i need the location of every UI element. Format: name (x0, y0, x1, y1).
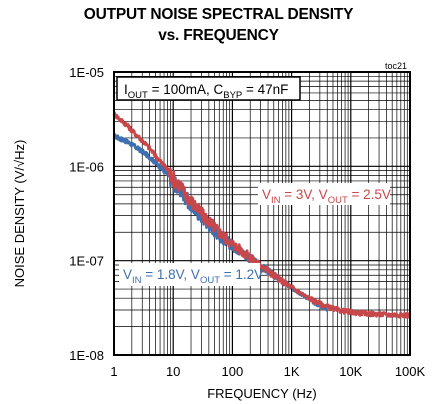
x-tick-label: 1 (110, 364, 117, 379)
cond-main: I (124, 82, 128, 97)
svg-text:VIN = 1.8V, VOUT = 1.2V: VIN = 1.8V, VOUT = 1.2V (123, 267, 263, 286)
y-axis-label: NOISE DENSITY (V/√Hz) (12, 140, 27, 288)
series-label-vin-1p8v: VIN = 1.8V, VOUT = 1.2V (119, 263, 263, 286)
svg-text:IOUT = 100mA, CBYP = 47nF: IOUT = 100mA, CBYP = 47nF (124, 82, 288, 101)
cond-mid: = 100mA, C (148, 82, 224, 97)
figure-id: toc21 (385, 61, 407, 71)
y-tick-label: 1E-06 (69, 159, 104, 174)
series-line (112, 111, 412, 319)
svg-text:VIN = 3V, VOUT = 2.5V: VIN = 3V, VOUT = 2.5V (262, 187, 391, 206)
red-v1: V (262, 187, 271, 202)
blue-m: = 1.8V, V (142, 267, 200, 282)
cond-sub2: BYP (223, 90, 242, 101)
x-tick-label: 100K (395, 364, 426, 379)
x-axis-label: FREQUENCY (Hz) (207, 386, 317, 401)
red-m: = 3V, V (281, 187, 328, 202)
y-tick-label: 1E-05 (69, 65, 104, 80)
x-tick-label: 10 (166, 364, 180, 379)
plot-frame (113, 71, 411, 356)
cond-tail: = 47nF (242, 82, 288, 97)
blue-s2: OUT (200, 275, 220, 286)
chart-title: OUTPUT NOISE SPECTRAL DENSITY (83, 6, 354, 23)
y-tick-label: 1E-07 (69, 254, 104, 269)
series-label-vin-3v: VIN = 3V, VOUT = 2.5V (258, 183, 391, 206)
chart-subtitle: vs. FREQUENCY (158, 27, 279, 44)
x-tick-label: 10K (339, 364, 362, 379)
x-tick-label: 1K (284, 364, 300, 379)
red-s1: IN (271, 195, 281, 206)
red-s2: OUT (328, 195, 348, 206)
tick-labels: 1 10 100 1K 10K 100K 1E-05 1E-06 1E-07 1E-08 (69, 65, 425, 379)
blue-s1: IN (132, 275, 142, 286)
conditions-annotation: IOUT = 100mA, CBYP = 47nF (116, 76, 301, 101)
blue-v1: V (123, 267, 132, 282)
blue-t: = 1.2V (220, 267, 263, 282)
red-t: = 2.5V (348, 187, 391, 202)
x-tick-label: 100 (222, 364, 244, 379)
cond-sub1: OUT (128, 90, 148, 101)
series-layer (112, 111, 412, 319)
y-tick-label: 1E-08 (69, 348, 104, 363)
